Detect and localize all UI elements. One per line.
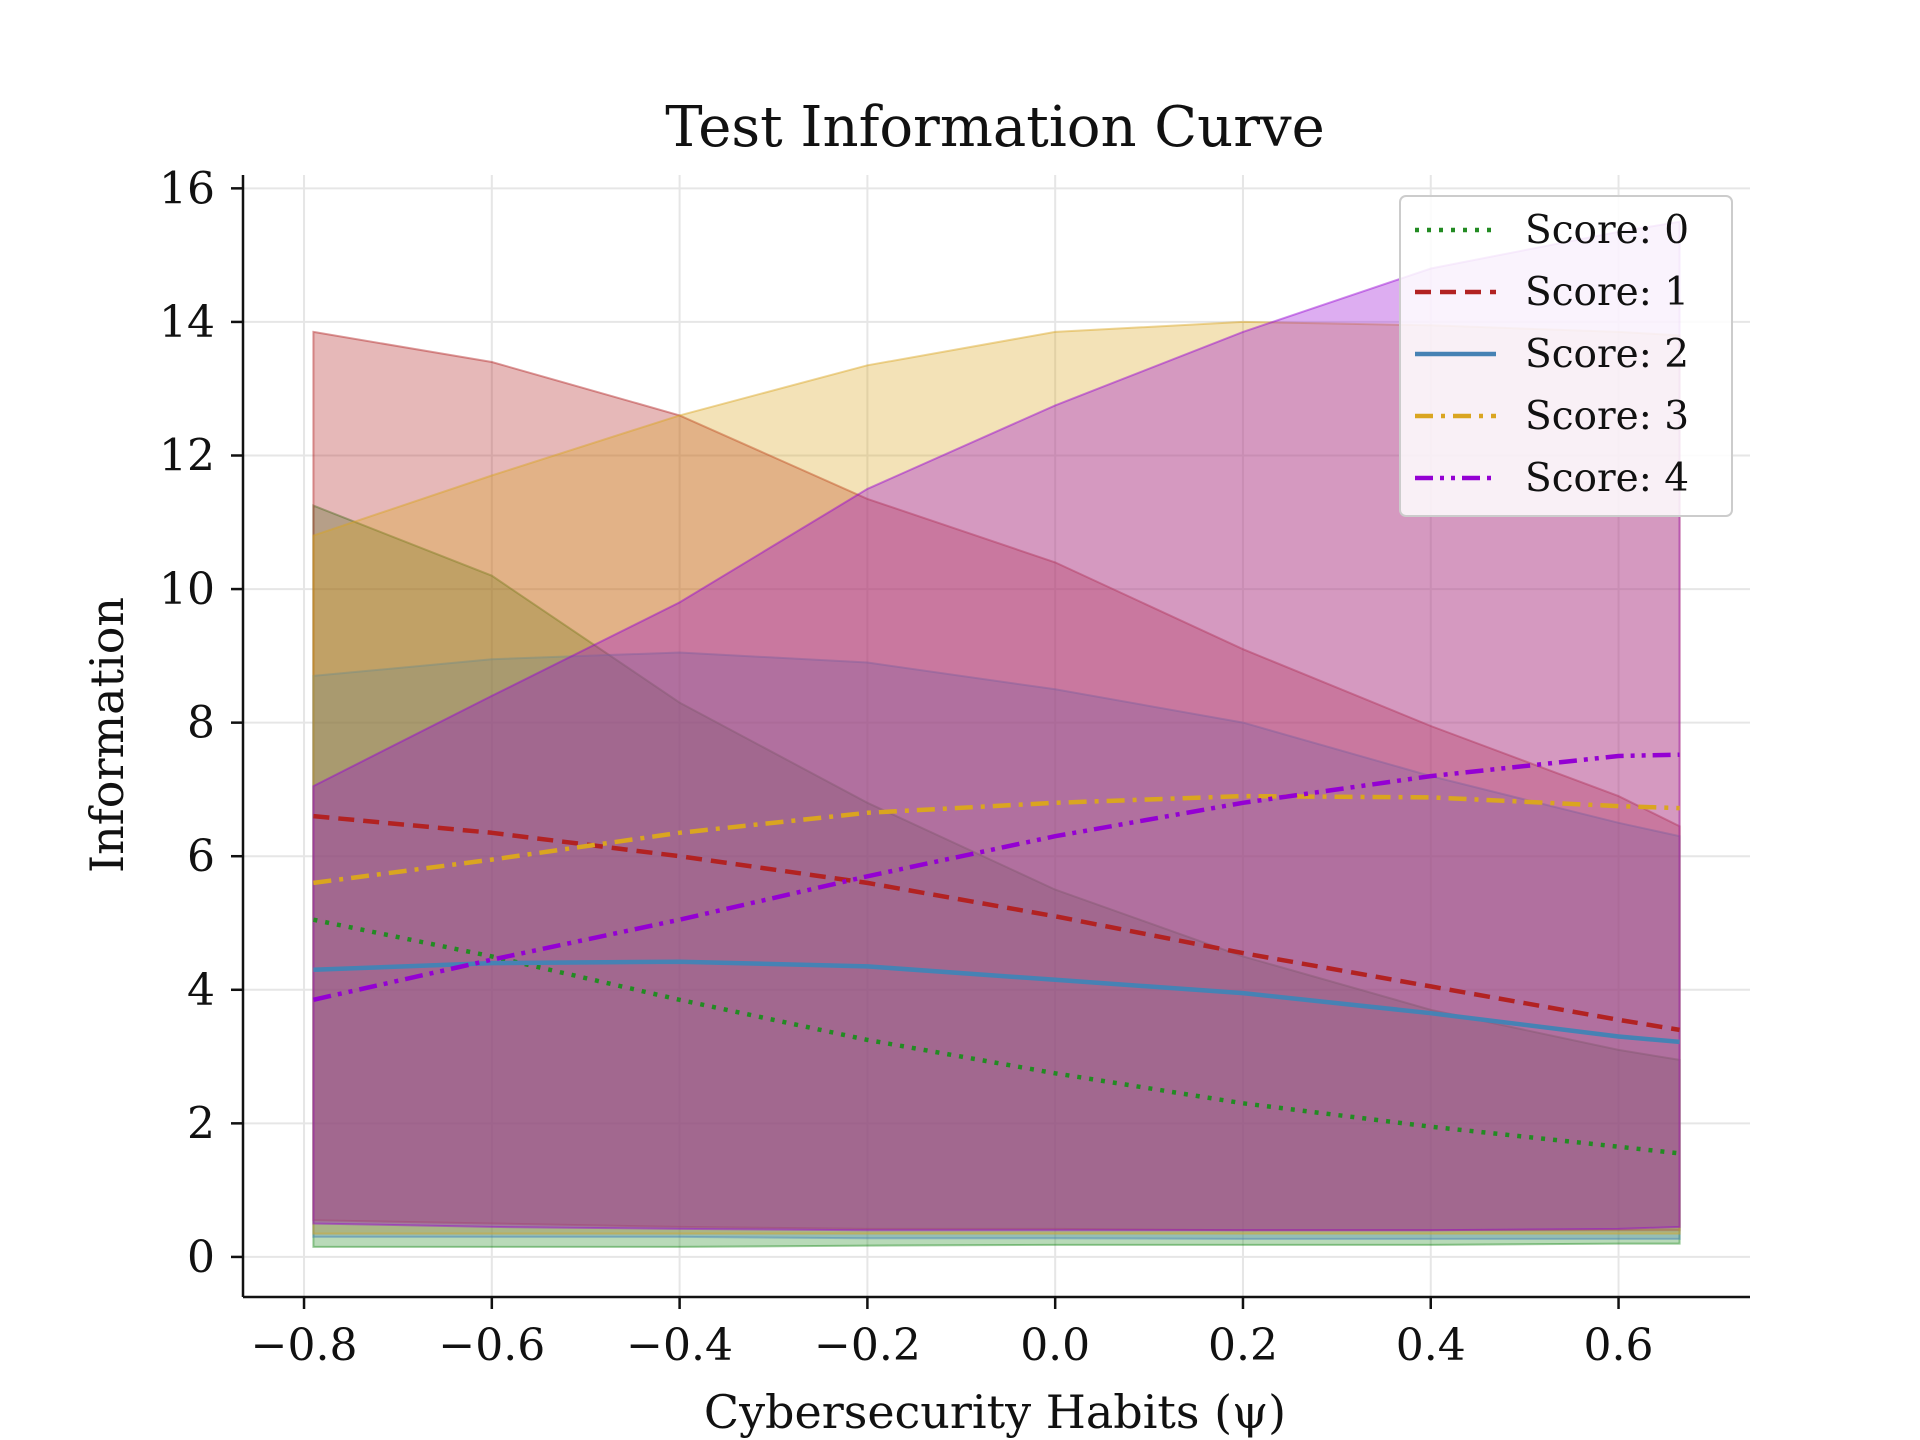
legend-label: Score: 3 bbox=[1525, 394, 1689, 439]
y-tick-label: 4 bbox=[187, 965, 215, 1016]
x-axis-label: Cybersecurity Habits (ψ) bbox=[704, 1385, 1286, 1439]
legend-label: Score: 2 bbox=[1525, 332, 1689, 377]
x-tick-label: −0.6 bbox=[438, 1320, 545, 1371]
y-tick-label: 16 bbox=[159, 163, 215, 214]
confidence-band bbox=[312, 330, 1681, 1232]
y-tick-label: 2 bbox=[187, 1098, 215, 1149]
x-tick-label: 0.0 bbox=[1020, 1320, 1090, 1371]
x-tick-label: −0.4 bbox=[626, 1320, 733, 1371]
legend-box bbox=[1399, 195, 1733, 517]
x-tick-label: −0.8 bbox=[251, 1320, 358, 1371]
x-tick-label: 0.2 bbox=[1208, 1320, 1278, 1371]
legend-label: Score: 4 bbox=[1525, 456, 1689, 501]
y-tick-label: 14 bbox=[159, 297, 215, 348]
y-axis-label: Information bbox=[80, 597, 134, 873]
y-tick-label: 0 bbox=[187, 1232, 215, 1283]
confidence-band bbox=[312, 504, 1681, 1248]
x-tick-label: 0.6 bbox=[1584, 1320, 1654, 1371]
series-line bbox=[312, 917, 1680, 1156]
chart-title: Test Information Curve bbox=[665, 95, 1325, 160]
series-line bbox=[313, 793, 1680, 886]
y-tick-label: 6 bbox=[187, 831, 215, 882]
x-tick-label: 0.4 bbox=[1396, 1320, 1466, 1371]
ticks: −0.8 −0.6 −0.4 −0.2 0.0 0.2 0.4 0.6 0 2 4 6 8 10 12 14 1… bbox=[159, 163, 1654, 1371]
confidence-band bbox=[312, 651, 1681, 1240]
legend-label: Score: 0 bbox=[1525, 208, 1689, 253]
confidence-band bbox=[312, 320, 1681, 1235]
series-line bbox=[313, 813, 1680, 1033]
y-tick-label: 12 bbox=[159, 431, 215, 482]
x-tick-label: −0.2 bbox=[814, 1320, 921, 1371]
y-tick-label: 10 bbox=[159, 564, 215, 615]
confidence-bands bbox=[312, 220, 1681, 1248]
axes bbox=[241, 175, 1750, 1299]
series-line bbox=[313, 959, 1680, 1045]
confidence-band bbox=[312, 220, 1681, 1232]
legend: Score: 0 Score: 1 Score: 2 Score: 3 Score: 4 bbox=[1399, 195, 1733, 517]
legend-label: Score: 1 bbox=[1525, 270, 1689, 315]
series-lines bbox=[312, 752, 1680, 1156]
y-tick-label: 8 bbox=[187, 698, 215, 749]
series-line bbox=[312, 752, 1680, 1002]
